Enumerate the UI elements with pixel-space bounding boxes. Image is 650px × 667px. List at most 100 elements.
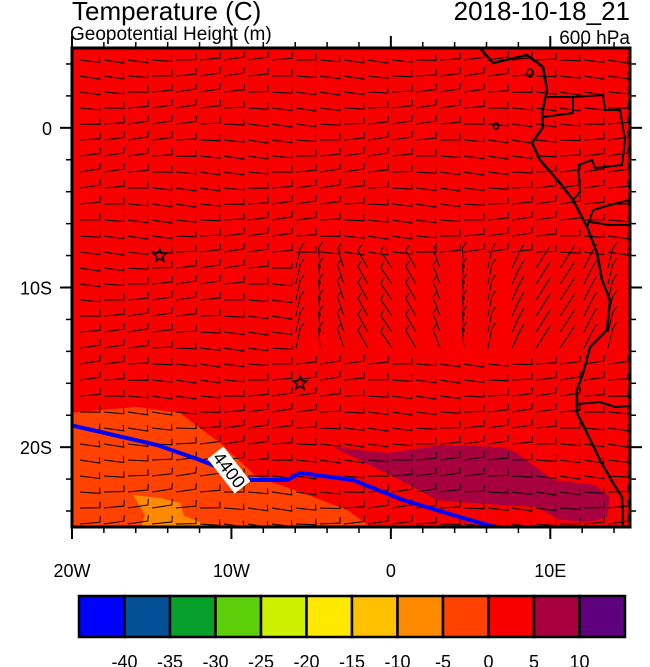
- wind-barb: [607, 180, 629, 189]
- wind-barb: [175, 184, 197, 192]
- wind-barb: [511, 243, 533, 253]
- wind-barb: [535, 356, 557, 365]
- wind-barb: [79, 457, 101, 464]
- wind-barb: [367, 425, 389, 432]
- wind-barb: [415, 516, 437, 525]
- wind-barb: [487, 374, 509, 382]
- wind-barb: [607, 242, 618, 269]
- wind-barb: [79, 231, 101, 238]
- wind-barb: [247, 152, 269, 160]
- colorbar-box: [350, 594, 399, 639]
- wind-barb: [559, 355, 581, 365]
- wind-barb: [343, 146, 365, 157]
- wind-barb: [535, 504, 557, 512]
- wind-barb: [223, 360, 245, 368]
- wind-barb: [295, 518, 317, 526]
- wind-barb: [151, 55, 173, 63]
- wind-barb: [319, 516, 341, 525]
- wind-barb: [247, 388, 269, 397]
- wind-barb: [199, 327, 221, 334]
- wind-barb: [535, 210, 557, 221]
- wind-barb: [367, 163, 389, 173]
- wind-barb: [319, 178, 341, 189]
- wind-barb: [380, 325, 393, 349]
- wind-barb: [295, 105, 317, 112]
- wind-barb: [103, 232, 125, 240]
- wind-barb: [607, 471, 629, 478]
- wind-barb: [127, 514, 149, 525]
- wind-barb: [487, 258, 497, 285]
- wind-barb: [511, 387, 533, 397]
- wind-barb: [175, 245, 197, 253]
- wind-barb: [271, 296, 293, 304]
- wind-barb: [343, 456, 365, 464]
- wind-barb: [415, 115, 437, 125]
- wind-barb: [151, 515, 173, 525]
- wind-barb: [343, 389, 365, 397]
- wind-barb: [559, 229, 581, 237]
- wind-barb: [247, 418, 269, 429]
- wind-barb: [247, 51, 269, 61]
- wind-barb: [439, 52, 461, 61]
- wind-barb: [463, 83, 485, 93]
- colorbar-label: -20: [293, 652, 319, 667]
- wind-barb: [151, 358, 173, 366]
- wind-barb: [391, 165, 413, 173]
- wind-barb: [391, 515, 413, 525]
- wind-barb: [199, 134, 221, 142]
- wind-barb: [223, 419, 245, 429]
- wind-barb: [151, 261, 173, 269]
- wind-barb: [319, 387, 341, 397]
- coastline: [479, 48, 625, 527]
- wind-barb: [79, 388, 101, 397]
- wind-barb: [103, 407, 125, 415]
- wind-barb: [463, 152, 485, 160]
- wind-barb: [151, 498, 173, 509]
- wind-barb: [535, 244, 551, 269]
- wind-barb: [461, 241, 467, 269]
- wind-barb: [432, 306, 441, 333]
- wind-barb: [223, 118, 245, 126]
- wind-barb: [151, 340, 173, 349]
- wind-barb: [127, 356, 149, 365]
- wind-barb: [535, 88, 557, 95]
- wind-barb: [461, 305, 467, 333]
- wind-barb: [175, 377, 197, 384]
- wind-barb: [463, 419, 485, 429]
- wind-barb: [175, 436, 197, 445]
- wind-barb: [175, 466, 197, 477]
- wind-barb: [175, 132, 197, 141]
- wind-barb: [295, 88, 317, 96]
- wind-barb: [391, 232, 413, 240]
- wind-barb: [487, 469, 509, 477]
- colorbar-label: 5: [529, 652, 539, 667]
- wind-barb: [79, 339, 101, 349]
- wind-barb: [175, 201, 197, 208]
- wind-barb: [391, 85, 413, 93]
- wind-barb: [367, 373, 389, 381]
- wind-barb: [511, 166, 533, 174]
- wind-barb: [175, 483, 197, 493]
- wind-barb: [405, 260, 417, 285]
- wind-barb: [535, 308, 551, 333]
- country-border: [589, 221, 630, 226]
- wind-barb: [439, 407, 461, 414]
- wind-barb: [151, 84, 173, 93]
- wind-barb: [583, 162, 605, 173]
- wind-barb: [295, 322, 305, 349]
- wind-barb: [247, 85, 269, 93]
- wind-barb: [319, 148, 341, 157]
- wind-barb: [559, 473, 581, 480]
- wind-barb: [223, 227, 245, 237]
- wind-barb: [79, 73, 101, 80]
- wind-barb: [79, 440, 101, 448]
- wind-barb: [439, 133, 461, 141]
- wind-barb: [415, 201, 437, 208]
- wind-barb: [511, 372, 533, 381]
- wind-barb: [343, 56, 365, 64]
- wind-barb: [487, 306, 497, 333]
- wind-barb: [487, 211, 509, 221]
- wind-barb: [223, 293, 245, 301]
- wind-barb: [559, 195, 581, 205]
- wind-barb: [380, 245, 393, 269]
